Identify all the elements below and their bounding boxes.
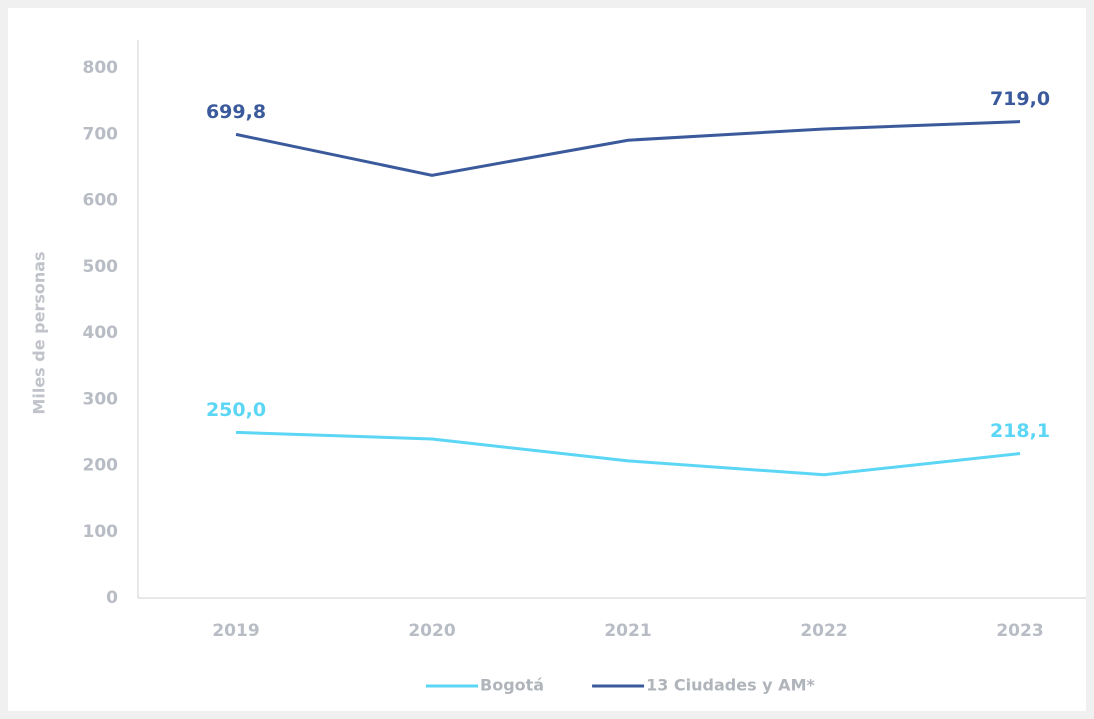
y-tick-label: 400 <box>83 323 119 343</box>
legend-label: 13 Ciudades y AM* <box>646 676 815 695</box>
y-tick-label: 200 <box>83 456 119 476</box>
legend-label: Bogotá <box>480 676 544 695</box>
data-label: 719,0 <box>990 88 1050 110</box>
data-label: 250,0 <box>206 399 266 421</box>
x-tick-label: 2020 <box>408 621 455 641</box>
y-axis-label: Miles de personas <box>30 251 49 414</box>
y-tick-label: 600 <box>83 191 119 211</box>
y-tick-label: 0 <box>106 588 118 608</box>
series-line <box>235 120 1021 177</box>
x-tick-label: 2022 <box>800 621 847 641</box>
x-tick-label: 2021 <box>604 621 651 641</box>
data-label: 218,1 <box>990 420 1050 442</box>
y-tick-label: 100 <box>83 522 119 542</box>
data-label: 699,8 <box>206 101 266 123</box>
y-tick-label: 700 <box>83 124 119 144</box>
series-line <box>235 430 1021 477</box>
x-tick-label: 2019 <box>212 621 259 641</box>
chart-background <box>8 8 1086 711</box>
x-tick-label: 2023 <box>996 621 1043 641</box>
y-tick-label: 300 <box>83 389 119 409</box>
y-tick-label: 800 <box>83 58 119 78</box>
y-tick-label: 500 <box>83 257 119 277</box>
